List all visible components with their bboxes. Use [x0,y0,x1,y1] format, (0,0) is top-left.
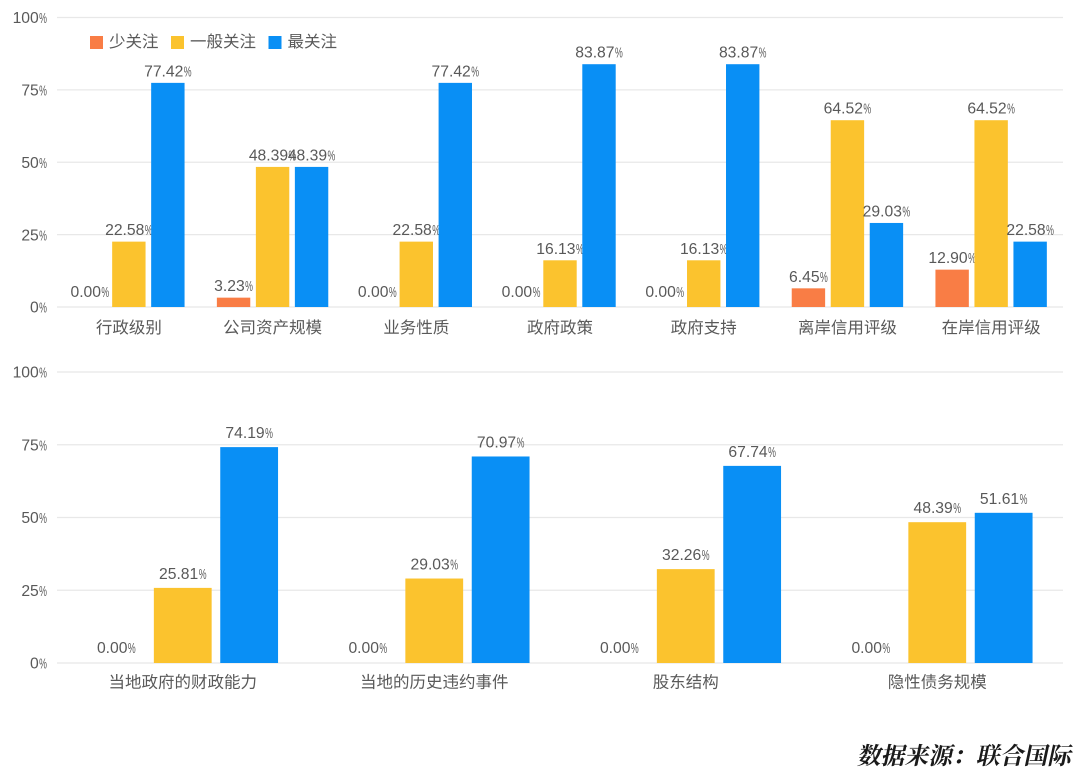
svg-text:29.03: 29.03 [863,203,903,220]
svg-text:0.00: 0.00 [645,284,676,301]
svg-text:16.13: 16.13 [680,241,720,258]
svg-text:%: % [265,425,273,442]
svg-text:25.81: 25.81 [159,566,198,583]
svg-text:%: % [576,241,584,258]
svg-text:%: % [820,269,828,286]
svg-text:22.58: 22.58 [1006,222,1046,239]
svg-text:100: 100 [13,10,39,27]
svg-text:%: % [289,147,297,164]
svg-text:%: % [39,227,47,244]
svg-text:29.03: 29.03 [411,557,451,574]
svg-text:48.39: 48.39 [288,147,327,164]
svg-text:%: % [902,203,910,220]
svg-text:12.90: 12.90 [928,250,968,267]
svg-text:%: % [145,222,153,239]
svg-text:%: % [245,278,253,295]
svg-text:%: % [676,284,684,301]
svg-text:0.00: 0.00 [502,284,533,301]
svg-text:0.00: 0.00 [348,640,379,657]
svg-text:48.39: 48.39 [249,147,288,164]
svg-text:%: % [39,82,47,99]
svg-text:67.74: 67.74 [728,444,768,461]
svg-text:%: % [39,299,47,316]
svg-text:%: % [615,44,623,61]
svg-text:75: 75 [21,437,39,454]
svg-text:3.23: 3.23 [214,278,245,295]
svg-text:83.87: 83.87 [575,45,614,62]
svg-text:%: % [39,155,47,172]
svg-text:0.00: 0.00 [97,640,128,657]
svg-text:25: 25 [21,227,39,244]
svg-text:%: % [389,284,397,301]
svg-text:%: % [631,640,639,657]
svg-text:25: 25 [21,583,39,600]
svg-text:%: % [702,547,710,564]
svg-text:%: % [720,241,728,258]
svg-text:%: % [1007,100,1015,117]
svg-text:6.45: 6.45 [789,269,820,286]
svg-text:%: % [882,640,890,657]
svg-text:%: % [39,583,47,600]
svg-text:50: 50 [21,155,39,172]
svg-text:0.00: 0.00 [70,284,101,301]
svg-text:%: % [432,222,440,239]
svg-text:48.39: 48.39 [914,500,953,517]
svg-text:0.00: 0.00 [851,640,882,657]
svg-text:%: % [328,147,336,164]
svg-text:75: 75 [21,83,39,100]
svg-text:%: % [968,250,976,267]
svg-text:0: 0 [30,656,39,673]
svg-text:%: % [953,500,961,517]
svg-text:70.97: 70.97 [477,434,516,451]
svg-text:0: 0 [30,300,39,317]
svg-text:77.42: 77.42 [432,63,471,80]
svg-text:%: % [1046,222,1054,239]
svg-text:51.61: 51.61 [980,491,1019,508]
svg-text:100: 100 [13,365,39,382]
svg-text:77.42: 77.42 [144,63,183,80]
svg-text:74.19: 74.19 [225,425,264,442]
svg-text:%: % [471,63,479,80]
svg-text:%: % [768,444,776,461]
svg-text:22.58: 22.58 [105,222,145,239]
svg-text:%: % [101,284,109,301]
svg-text:%: % [517,434,525,451]
svg-text:%: % [759,44,767,61]
svg-text:%: % [39,437,47,454]
svg-text:22.58: 22.58 [393,222,433,239]
svg-text:%: % [450,556,458,573]
svg-text:%: % [379,640,387,657]
svg-text:%: % [39,510,47,527]
svg-text:50: 50 [21,510,39,527]
svg-text:%: % [39,10,47,27]
svg-text:0.00: 0.00 [600,640,631,657]
svg-text:%: % [533,284,541,301]
svg-text:%: % [39,655,47,672]
svg-text:%: % [1020,491,1028,508]
svg-text:16.13: 16.13 [536,241,576,258]
svg-text:64.52: 64.52 [824,101,863,118]
svg-text:%: % [184,63,192,80]
svg-text:64.52: 64.52 [967,101,1006,118]
svg-text:83.87: 83.87 [719,45,758,62]
svg-text:32.26: 32.26 [662,547,702,564]
svg-text:%: % [199,566,207,583]
svg-text:%: % [863,100,871,117]
svg-text:0.00: 0.00 [358,284,389,301]
svg-text:%: % [128,640,136,657]
svg-text:%: % [39,364,47,381]
